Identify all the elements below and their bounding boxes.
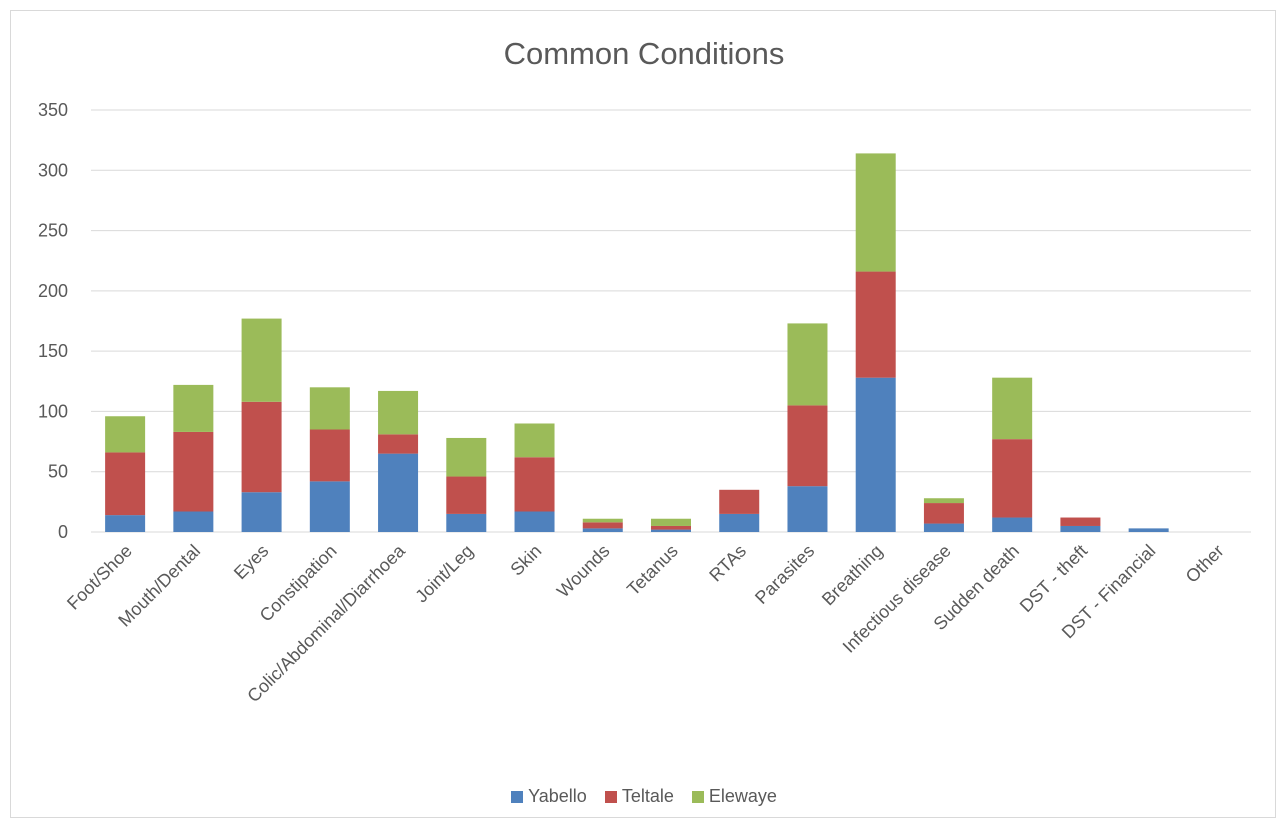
bar-segment-elewaye [241, 318, 282, 402]
y-tick-label: 300 [38, 160, 68, 180]
legend-swatch [691, 790, 704, 803]
bar-segment-elewaye [787, 323, 828, 406]
bar-segment-elewaye [582, 518, 623, 523]
bar-segment-teltale [582, 522, 623, 529]
bar-segment-elewaye [446, 437, 487, 477]
x-tick-label: Foot/Shoe [63, 541, 136, 614]
legend-label: Yabello [528, 786, 587, 806]
bar-segment-teltale [787, 405, 828, 487]
bar-segment-yabello [651, 529, 691, 532]
bar-segment-yabello [787, 486, 828, 532]
bar-stack [992, 377, 1033, 532]
bar-segment-yabello [1060, 525, 1101, 532]
legend-swatch [604, 790, 617, 803]
bar-segment-elewaye [173, 384, 214, 432]
bar-segment-yabello [105, 515, 146, 532]
bar-segment-yabello [855, 377, 896, 532]
bar-stack [719, 489, 760, 532]
bar-segment-teltale [514, 457, 555, 512]
bar-segment-yabello [378, 453, 419, 532]
chart-area [10, 10, 1276, 818]
bar-segment-teltale [446, 476, 487, 514]
bar-segment-yabello [719, 513, 760, 532]
bar-segment-yabello [582, 528, 623, 532]
bar-stack [241, 318, 282, 532]
bar-segment-elewaye [855, 153, 896, 272]
x-tick-label: RTAs [705, 541, 750, 586]
bar-segment-yabello [446, 513, 487, 532]
bar-segment-yabello [514, 511, 555, 532]
x-tick-label: Parasites [751, 541, 818, 608]
y-tick-label: 50 [48, 462, 68, 482]
bar-segment-yabello [923, 523, 964, 532]
legend-item: Teltale [604, 786, 674, 807]
bar-segment-elewaye [651, 518, 691, 526]
bar-stack [651, 518, 691, 532]
bar-segment-yabello [1128, 528, 1169, 532]
bar-stack [446, 437, 487, 532]
y-tick-label: 150 [38, 341, 68, 361]
bar-segment-teltale [855, 271, 896, 378]
legend-label: Elewaye [708, 786, 777, 806]
y-tick-label: 350 [38, 100, 68, 120]
bar-segment-teltale [923, 503, 964, 524]
legend-item: Elewaye [691, 786, 777, 807]
bar-segment-yabello [992, 517, 1033, 532]
legend: Yabello Teltale Elewaye [0, 786, 1288, 807]
y-tick-label: 200 [38, 281, 68, 301]
bar-segment-teltale [105, 452, 146, 516]
bar-stack [105, 416, 146, 532]
x-tick-label: Skin [506, 541, 545, 580]
y-tick-label: 250 [38, 221, 68, 241]
y-tick-label: 0 [58, 522, 68, 542]
bar-segment-elewaye [105, 416, 146, 453]
x-tick-label: Tetanus [623, 541, 682, 600]
x-tick-label: Other [1182, 541, 1228, 587]
bar-stack [1060, 517, 1101, 532]
bar-segment-elewaye [923, 498, 964, 504]
legend-swatch [511, 790, 524, 803]
y-tick-label: 100 [38, 401, 68, 421]
bar-stacks [105, 153, 1169, 532]
bar-stack [1128, 528, 1169, 532]
bar-stack [514, 423, 555, 532]
x-tick-label: Eyes [230, 541, 272, 583]
legend-item: Yabello [511, 786, 587, 807]
bar-segment-elewaye [992, 377, 1033, 440]
bar-segment-teltale [309, 429, 350, 482]
bar-stack [582, 518, 623, 532]
bar-segment-teltale [719, 489, 760, 514]
bar-stack [378, 390, 419, 532]
bar-segment-teltale [651, 525, 691, 530]
bar-stack [309, 387, 350, 532]
bar-segment-teltale [992, 439, 1033, 518]
x-tick-label: Joint/Leg [411, 541, 477, 607]
bar-segment-teltale [173, 431, 214, 512]
bar-stack [923, 498, 964, 532]
bar-segment-elewaye [514, 423, 555, 458]
bar-segment-teltale [378, 434, 419, 454]
bar-segment-yabello [241, 492, 282, 532]
bar-stack [173, 384, 214, 532]
bar-stack [787, 323, 828, 532]
bar-segment-elewaye [309, 387, 350, 430]
bar-segment-yabello [173, 511, 214, 532]
x-tick-label: Breathing [818, 541, 887, 610]
bar-segment-yabello [309, 481, 350, 532]
y-axis-tick-labels: 0 50 100 150 200 250 300 350 [38, 100, 68, 542]
x-tick-label: Wounds [553, 541, 614, 602]
bar-segment-elewaye [378, 390, 419, 435]
chart-title: Common Conditions [503, 36, 785, 71]
bar-segment-teltale [1060, 517, 1101, 526]
legend-label: Teltale [621, 786, 674, 806]
bar-segment-teltale [241, 401, 282, 493]
bar-stack [855, 153, 896, 532]
gridlines [91, 109, 1251, 533]
